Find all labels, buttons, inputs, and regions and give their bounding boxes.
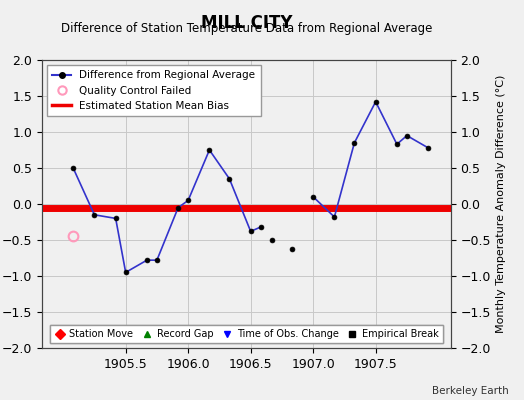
Legend: Station Move, Record Gap, Time of Obs. Change, Empirical Break: Station Move, Record Gap, Time of Obs. C… bbox=[50, 325, 443, 343]
Y-axis label: Monthly Temperature Anomaly Difference (°C): Monthly Temperature Anomaly Difference (… bbox=[496, 75, 506, 333]
Text: Difference of Station Temperature Data from Regional Average: Difference of Station Temperature Data f… bbox=[61, 22, 432, 35]
Text: MILL CITY: MILL CITY bbox=[201, 14, 292, 32]
Text: Berkeley Earth: Berkeley Earth bbox=[432, 386, 508, 396]
